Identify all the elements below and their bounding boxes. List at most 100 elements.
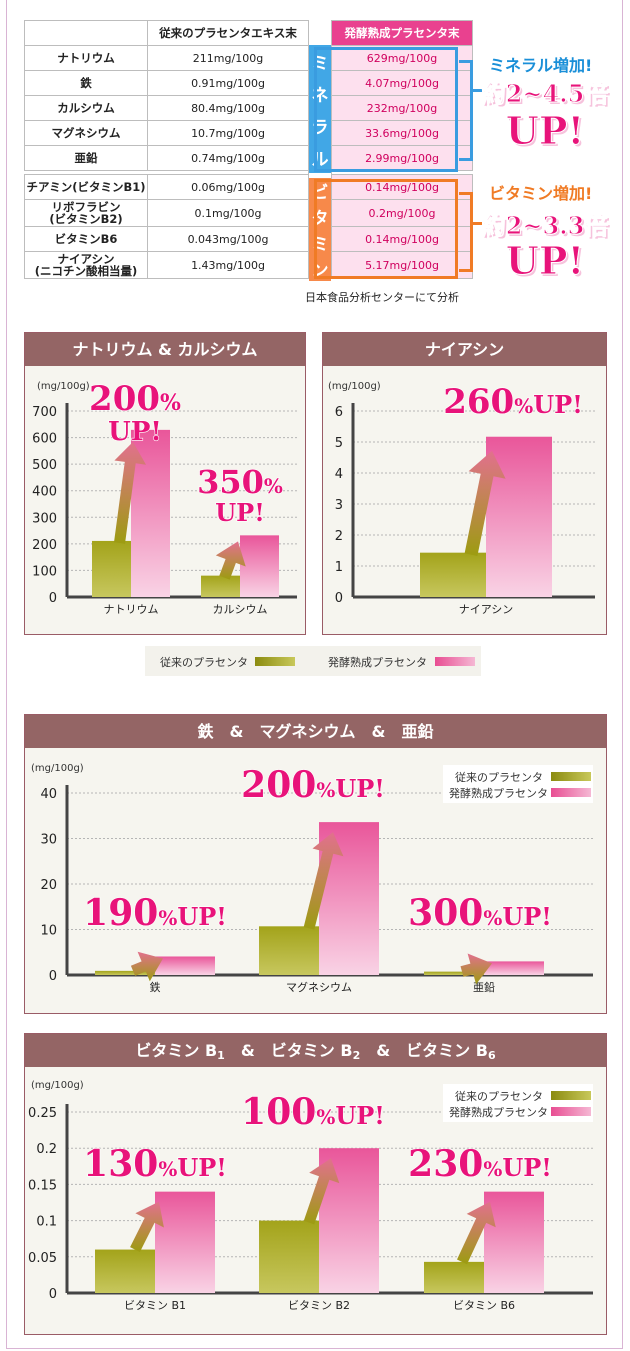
bar-new: [155, 956, 215, 975]
header-old: 従来のプラセンタエキス末: [147, 20, 309, 46]
x-tick-label: 亜鉛: [473, 980, 495, 994]
y-tick-label: 5: [335, 436, 343, 451]
y-tick-label: 6: [335, 405, 343, 420]
legend-old-label: 従来のプラセンタ: [455, 771, 543, 784]
x-tick-label: ビタミン B2: [288, 1299, 350, 1312]
comparison-table: 従来のプラセンタエキス末 発酵熟成プラセンタ末 ナトリウム 211mg/100g 6…: [24, 20, 473, 279]
legend-old-label: 従来のプラセンタ: [160, 656, 248, 669]
row-old-value: 1.43mg/100g: [147, 251, 309, 279]
percent-up-label: 100%UP!: [241, 1091, 385, 1133]
bar-old: [95, 970, 155, 975]
row-old-value: 80.4mg/100g: [147, 95, 309, 121]
y-tick-label: 1: [335, 560, 343, 575]
increase-arrow: [114, 441, 146, 544]
legend-new-label: 発酵熟成プラセンタ: [449, 1106, 548, 1119]
row-name: 鉄: [24, 70, 148, 96]
chart-sodium-calcium: (mg/100g) 0 100 200 300 400 500 600 700 ナトリウム 200%…: [32, 378, 297, 616]
table-row: ナイアシン (ニコチン酸相当量) 1.43mg/100g 5.17mg/100g: [24, 251, 473, 279]
table-header-row: 従来のプラセンタエキス末 発酵熟成プラセンタ末: [24, 20, 473, 46]
chart-iron-magnesium-zinc: (mg/100g) 0 10 20 30 40 鉄 190%UP! マグネシウム 200%UP! 亜…: [31, 763, 593, 994]
up-label: UP!: [108, 417, 162, 447]
y-tick-label: 0: [49, 1287, 57, 1302]
legend-old-swatch: [255, 657, 295, 666]
row-new-value: 33.6mg/100g: [331, 120, 473, 146]
row-new-value: 2.99mg/100g: [331, 145, 473, 171]
y-tick-label: 600: [32, 432, 57, 447]
y-axis-label: (mg/100g): [31, 1080, 84, 1091]
row-new-value: 232mg/100g: [331, 95, 473, 121]
row-old-value: 0.06mg/100g: [147, 174, 309, 200]
percent-up-label: 350%: [197, 463, 283, 501]
y-tick-label: 20: [40, 878, 57, 893]
legend-old-label: 従来のプラセンタ: [455, 1090, 543, 1103]
y-axis-label: (mg/100g): [37, 381, 90, 392]
vitamin-rows: チアミン(ビタミンB1) 0.06mg/100g 0.14mg/100g リボフラビン…: [24, 174, 473, 279]
legend-old-swatch: [551, 1091, 591, 1100]
bar-old: [95, 1249, 155, 1293]
table-header-blank: [24, 20, 148, 46]
table-row: ビタミンB6 0.043mg/100g 0.14mg/100g: [24, 226, 473, 252]
title-subscript: 2: [352, 1049, 361, 1062]
percent-up-label: 260%UP!: [443, 382, 583, 422]
increase-arrow: [130, 1201, 164, 1252]
row-new-value: 0.14mg/100g: [331, 226, 473, 252]
legend-new-swatch: [551, 1107, 591, 1116]
mineral-bracket: [459, 60, 473, 161]
bar-new: [155, 1191, 215, 1293]
bar-old: [259, 1220, 319, 1293]
chart-legend: 従来のプラセンタ 発酵熟成プラセンタ: [443, 765, 593, 803]
title-part: & ビタミン B: [224, 1041, 353, 1060]
increase-arrow: [130, 951, 163, 982]
y-axis-label: (mg/100g): [31, 763, 84, 774]
y-tick-label: 0: [335, 591, 343, 606]
y-tick-label: 500: [32, 458, 57, 473]
y-tick-label: 300: [32, 511, 57, 526]
y-tick-label: 700: [32, 405, 57, 420]
legend-new-swatch: [551, 788, 591, 797]
increase-arrow: [457, 1201, 496, 1265]
row-name: ナトリウム: [24, 45, 148, 71]
table-gap: [308, 20, 332, 46]
mineral-highlight-box: [314, 47, 458, 172]
y-tick-label: 10: [40, 924, 57, 939]
legend-new-label: 発酵熟成プラセンタ: [449, 787, 548, 800]
y-tick-label: 40: [40, 787, 57, 802]
chart-panel-vitamin-b: ビタミン B1 & ビタミン B2 & ビタミン B6 (mg/100g) 0 0.…: [24, 1033, 607, 1335]
increase-arrow: [460, 953, 492, 985]
percent-up-label: 300%UP!: [408, 892, 552, 934]
row-old-value: 0.043mg/100g: [147, 226, 309, 252]
page-frame: [6, 0, 623, 1349]
row-name: ナイアシン (ニコチン酸相当量): [24, 251, 148, 279]
mineral-bracket-tick: [472, 89, 482, 92]
bar-old: [424, 1261, 484, 1293]
y-tick-label: 400: [32, 485, 57, 500]
mineral-increase-range: 約2~4.5倍: [481, 79, 609, 109]
x-tick-label: ビタミン B1: [124, 1299, 186, 1312]
bar-old: [92, 540, 131, 597]
chart-legend: 従来のプラセンタ 発酵熟成プラセンタ: [443, 1084, 593, 1122]
row-new-value: 5.17mg/100g: [331, 251, 473, 279]
x-tick-label: カルシウム: [213, 603, 268, 616]
y-axis-label: (mg/100g): [328, 381, 381, 392]
percent-up-label: 200%: [89, 379, 181, 419]
chart-panel-niacin: ナイアシン (mg/100g) 0 1 2 3 4 5 6 ナイアシン 260%UP!: [322, 332, 607, 635]
row-name: チアミン(ビタミンB1): [24, 174, 148, 200]
percent-up-label: 130%UP!: [83, 1143, 227, 1185]
chart-legend: 従来のプラセンタ 発酵熟成プラセンタ: [145, 646, 481, 676]
bar-old: [259, 926, 319, 975]
row-new-value: 0.14mg/100g: [331, 174, 473, 200]
percent-up-label: 200%UP!: [241, 764, 385, 806]
chart-title: ナイアシン: [323, 333, 606, 366]
x-tick-label: ナイアシン: [459, 603, 514, 616]
legend-old-swatch: [551, 772, 591, 781]
row-old-value: 10.7mg/100g: [147, 120, 309, 146]
title-subscript: 6: [487, 1049, 496, 1062]
x-tick-label: ナトリウム: [104, 603, 159, 616]
vitamin-up-text: UP!: [505, 238, 585, 284]
y-tick-label: 4: [335, 467, 343, 482]
increase-arrow: [215, 541, 246, 580]
chart-title: ナトリウム & カルシウム: [25, 333, 305, 366]
increase-arrow: [303, 1158, 340, 1225]
mineral-increase-title: ミネラル増加!: [489, 56, 593, 75]
title-part: & ビタミン B: [360, 1041, 488, 1060]
